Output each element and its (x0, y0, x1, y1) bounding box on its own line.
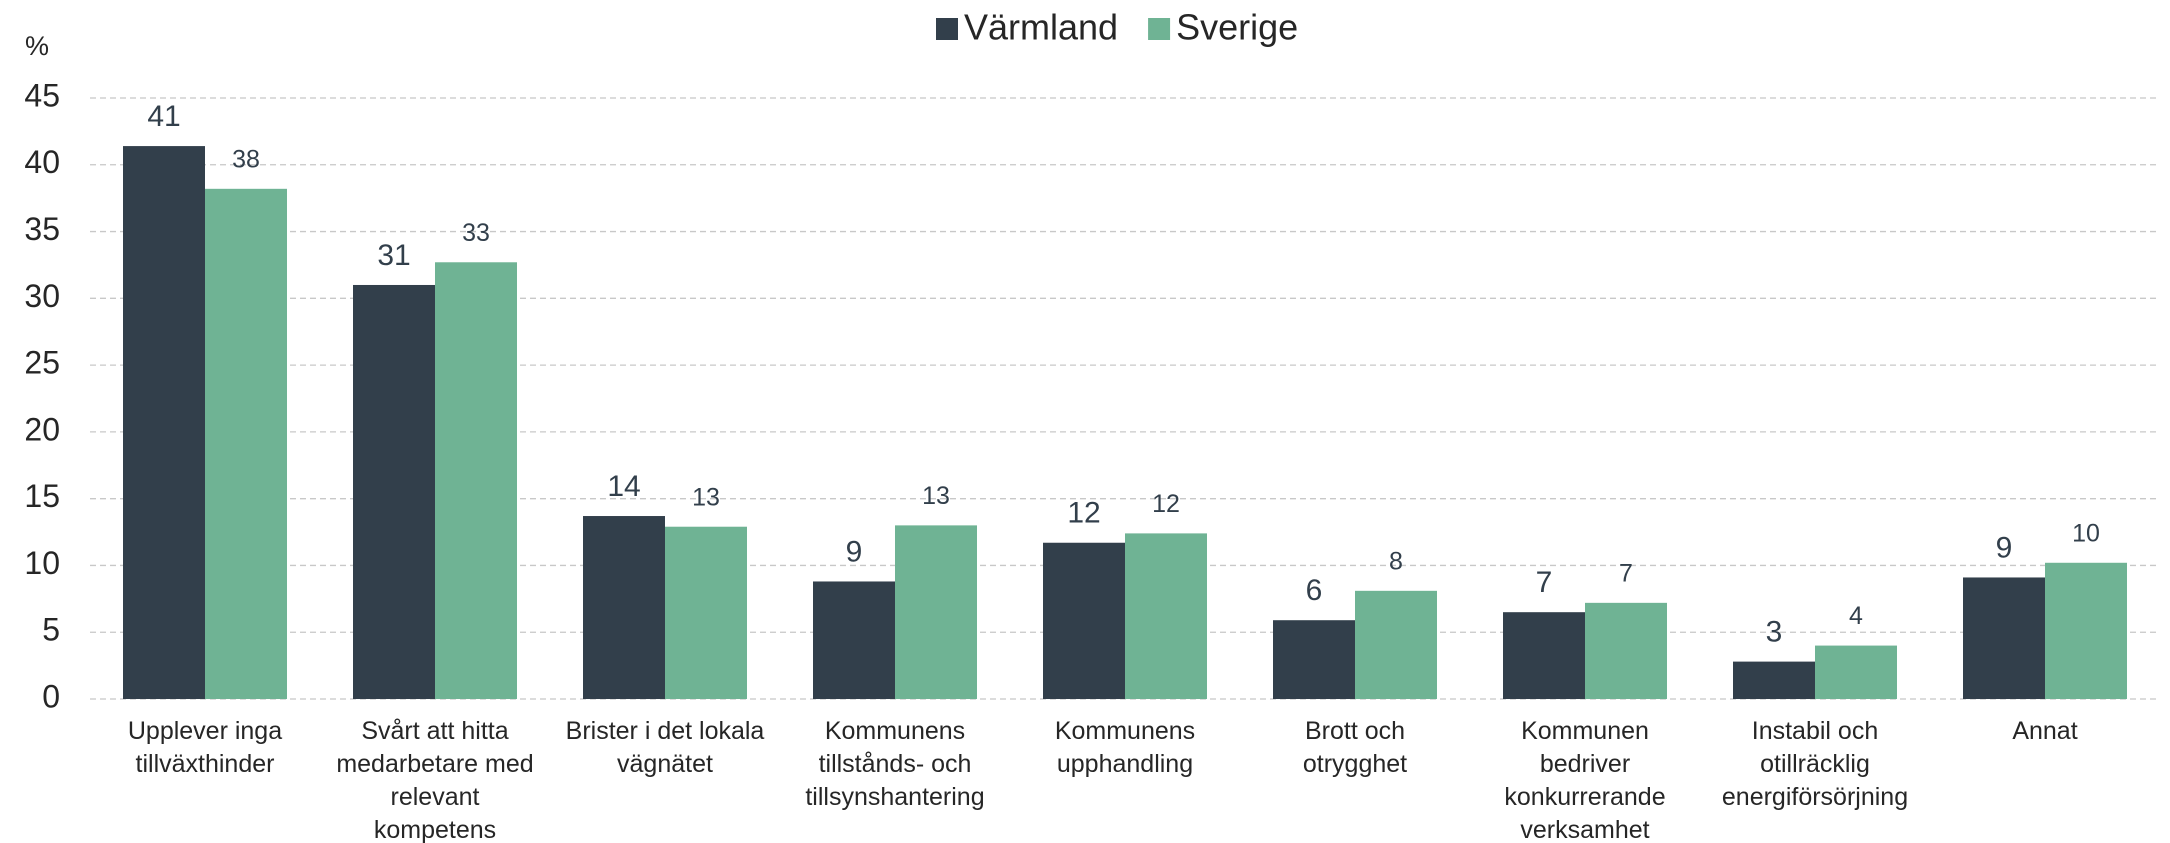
bar (1273, 620, 1355, 699)
value-label: 38 (232, 145, 260, 173)
bar (1043, 542, 1125, 699)
bar (353, 284, 435, 699)
x-tick-label: Brister i det lokala vägnätet (566, 717, 765, 778)
y-tick-label: 5 (42, 612, 60, 648)
x-tick-label: Kommunens tillstånds- och tillsynshanterin… (805, 717, 984, 811)
value-label: 33 (462, 219, 490, 247)
value-label: 7 (1619, 559, 1633, 587)
bar (435, 262, 517, 699)
y-axis-label: % (25, 31, 49, 61)
value-label: 12 (1152, 490, 1180, 518)
value-label: 12 (1067, 497, 1100, 530)
bar (1125, 533, 1207, 699)
bar (1815, 645, 1897, 699)
bar (583, 516, 665, 699)
value-label: 6 (1306, 574, 1323, 607)
y-tick-label: 20 (24, 411, 60, 447)
legend-label: Sverige (1176, 7, 1298, 48)
bar (2045, 562, 2127, 699)
bar (1963, 577, 2045, 699)
value-label: 13 (692, 483, 720, 511)
value-label: 4 (1849, 602, 1863, 630)
x-tick-label: Instabil och otillräcklig energiförsörjnin… (1722, 717, 1908, 811)
y-tick-label: 35 (24, 211, 60, 247)
bar (123, 146, 205, 699)
value-label: 9 (846, 535, 863, 568)
y-tick-label: 10 (24, 545, 60, 581)
bar (813, 581, 895, 699)
value-label: 41 (147, 100, 180, 133)
x-tick-label: Annat (2012, 717, 2077, 745)
y-tick-label: 40 (24, 144, 60, 180)
value-label: 7 (1536, 566, 1553, 599)
value-label: 31 (377, 239, 410, 272)
y-tick-label: 45 (24, 77, 60, 113)
x-tick-label: Brott och otrygghet (1303, 717, 1407, 778)
legend-swatch (1148, 18, 1171, 40)
bar (1733, 661, 1815, 699)
value-label: 3 (1766, 616, 1783, 649)
y-tick-label: 0 (42, 678, 60, 714)
x-tick-label: Upplever inga tillväxthinder (128, 717, 282, 778)
value-label: 14 (607, 470, 640, 503)
x-tick-label: Svårt att hitta medarbetare med relevant ko… (336, 717, 533, 843)
y-tick-label: 15 (24, 478, 60, 514)
x-tick-label: Kommunen bedriver konkurrerande verksamhet (1504, 717, 1665, 843)
bar (205, 188, 287, 699)
y-tick-label: 25 (24, 345, 60, 381)
x-tick-label: Kommunens upphandling (1055, 717, 1195, 778)
legend-label: Värmland (964, 7, 1118, 48)
bar (1503, 612, 1585, 699)
value-label: 9 (1996, 531, 2013, 564)
legend-swatch (936, 18, 958, 40)
y-tick-label: 30 (24, 278, 60, 314)
bar (1585, 602, 1667, 699)
bar (895, 525, 977, 699)
value-label: 8 (1389, 547, 1403, 575)
value-label: 10 (2072, 519, 2100, 547)
value-label: 13 (922, 482, 950, 510)
bar (665, 526, 747, 699)
bar (1355, 590, 1437, 699)
